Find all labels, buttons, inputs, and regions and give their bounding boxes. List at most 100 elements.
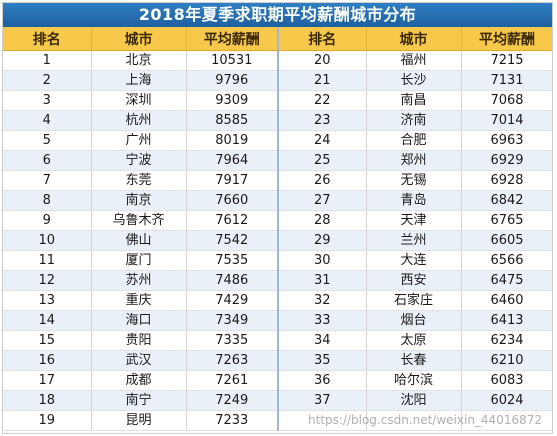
city-cell: 北京 — [91, 50, 187, 71]
rank-cell: 16 — [3, 350, 92, 371]
table-row: 10 佛山 7542 29 兰州 6605 — [3, 230, 552, 251]
city-cell: 石家庄 — [366, 290, 462, 311]
salary-cell: 7261 — [186, 370, 279, 391]
salary-cell: 7335 — [186, 330, 279, 351]
table-row: 18 南宁 7249 37 沈阳 6024 — [3, 390, 552, 411]
salary-cell: 6929 — [461, 150, 552, 171]
city-cell: 乌鲁木齐 — [91, 210, 187, 231]
salary-cell: 9309 — [186, 90, 279, 111]
rank-cell: 35 — [278, 350, 367, 371]
city-cell: 上海 — [91, 70, 187, 91]
rank-cell: 4 — [3, 110, 92, 131]
rank-cell: 37 — [278, 390, 367, 411]
rank-cell: 11 — [3, 250, 92, 271]
table-row: 9 乌鲁木齐 7612 28 天津 6765 — [3, 210, 552, 231]
rank-cell: 26 — [278, 170, 367, 191]
city-cell: 哈尔滨 — [366, 370, 462, 391]
salary-cell: 6963 — [461, 130, 552, 151]
city-cell: 合肥 — [366, 130, 462, 151]
rank-cell: 17 — [3, 370, 92, 391]
table-row: 17 成都 7261 36 哈尔滨 6083 — [3, 370, 552, 391]
table-row: 19 昆明 7233 — [3, 410, 552, 431]
rank-cell: 24 — [278, 130, 367, 151]
rank-cell: 5 — [3, 130, 92, 151]
salary-cell: 6210 — [461, 350, 552, 371]
salary-cell: 6083 — [461, 370, 552, 391]
table-row: 8 南京 7660 27 青岛 6842 — [3, 190, 552, 211]
salary-cell: 8585 — [186, 110, 279, 131]
city-cell: 天津 — [366, 210, 462, 231]
city-cell: 苏州 — [91, 270, 187, 291]
rank-cell: 28 — [278, 210, 367, 231]
rank-cell: 32 — [278, 290, 367, 311]
table-row: 16 武汉 7263 35 长春 6210 — [3, 350, 552, 371]
city-cell: 重庆 — [91, 290, 187, 311]
rank-cell: 6 — [3, 150, 92, 171]
city-cell: 南京 — [91, 190, 187, 211]
table-row: 5 广州 8019 24 合肥 6963 — [3, 130, 552, 151]
table-row: 13 重庆 7429 32 石家庄 6460 — [3, 290, 552, 311]
header-salary: 平均薪酬 — [461, 27, 552, 51]
table-row: 7 东莞 7917 26 无锡 6928 — [3, 170, 552, 191]
salary-cell: 9796 — [186, 70, 279, 91]
header-city: 城市 — [366, 27, 462, 51]
salary-cell: 6234 — [461, 330, 552, 351]
city-cell: 青岛 — [366, 190, 462, 211]
salary-cell: 7131 — [461, 70, 552, 91]
table-row: 12 苏州 7486 31 西安 6475 — [3, 270, 552, 291]
city-cell: 东莞 — [91, 170, 187, 191]
rank-cell: 22 — [278, 90, 367, 111]
table-row: 11 厦门 7535 30 大连 6566 — [3, 250, 552, 271]
rank-cell: 30 — [278, 250, 367, 271]
salary-cell: 7542 — [186, 230, 279, 251]
salary-cell: 7233 — [186, 410, 279, 431]
salary-cell: 6765 — [461, 210, 552, 231]
rank-cell: 14 — [3, 310, 92, 331]
salary-cell — [461, 410, 552, 431]
rank-cell: 10 — [3, 230, 92, 251]
salary-cell: 8019 — [186, 130, 279, 151]
salary-cell: 10531 — [186, 50, 279, 71]
salary-cell: 7068 — [461, 90, 552, 111]
rank-cell: 33 — [278, 310, 367, 331]
rank-cell: 8 — [3, 190, 92, 211]
city-cell: 深圳 — [91, 90, 187, 111]
salary-cell: 7429 — [186, 290, 279, 311]
salary-cell: 6928 — [461, 170, 552, 191]
city-cell: 贵阳 — [91, 330, 187, 351]
table-row: 1 北京 10531 20 福州 7215 — [3, 50, 552, 71]
rank-cell — [278, 410, 367, 431]
rank-cell: 25 — [278, 150, 367, 171]
city-cell: 海口 — [91, 310, 187, 331]
salary-cell: 7349 — [186, 310, 279, 331]
rank-cell: 34 — [278, 330, 367, 351]
salary-cell: 7263 — [186, 350, 279, 371]
header-salary: 平均薪酬 — [186, 27, 279, 51]
salary-cell: 7215 — [461, 50, 552, 71]
header-city: 城市 — [91, 27, 187, 51]
city-cell: 太原 — [366, 330, 462, 351]
city-cell: 西安 — [366, 270, 462, 291]
rank-cell: 27 — [278, 190, 367, 211]
table-row: 2 上海 9796 21 长沙 7131 — [3, 70, 552, 91]
salary-cell: 7486 — [186, 270, 279, 291]
table-row: 15 贵阳 7335 34 太原 6234 — [3, 330, 552, 351]
salary-cell: 7660 — [186, 190, 279, 211]
rank-cell: 36 — [278, 370, 367, 391]
city-cell: 厦门 — [91, 250, 187, 271]
salary-cell: 7535 — [186, 250, 279, 271]
salary-table: 排名 城市 平均薪酬 排名 城市 平均薪酬 1 北京 10531 20 福州 7215 2 上… — [3, 27, 552, 431]
header-row: 排名 城市 平均薪酬 排名 城市 平均薪酬 — [3, 27, 552, 51]
header-rank: 排名 — [3, 27, 92, 51]
city-cell: 南宁 — [91, 390, 187, 411]
city-cell: 成都 — [91, 370, 187, 391]
salary-cell: 7249 — [186, 390, 279, 411]
rank-cell: 12 — [3, 270, 92, 291]
table-row: 6 宁波 7964 25 郑州 6929 — [3, 150, 552, 171]
city-cell: 宁波 — [91, 150, 187, 171]
table-row: 4 杭州 8585 23 济南 7014 — [3, 110, 552, 131]
city-cell: 佛山 — [91, 230, 187, 251]
city-cell: 烟台 — [366, 310, 462, 331]
rank-cell: 9 — [3, 210, 92, 231]
city-cell — [366, 410, 462, 431]
